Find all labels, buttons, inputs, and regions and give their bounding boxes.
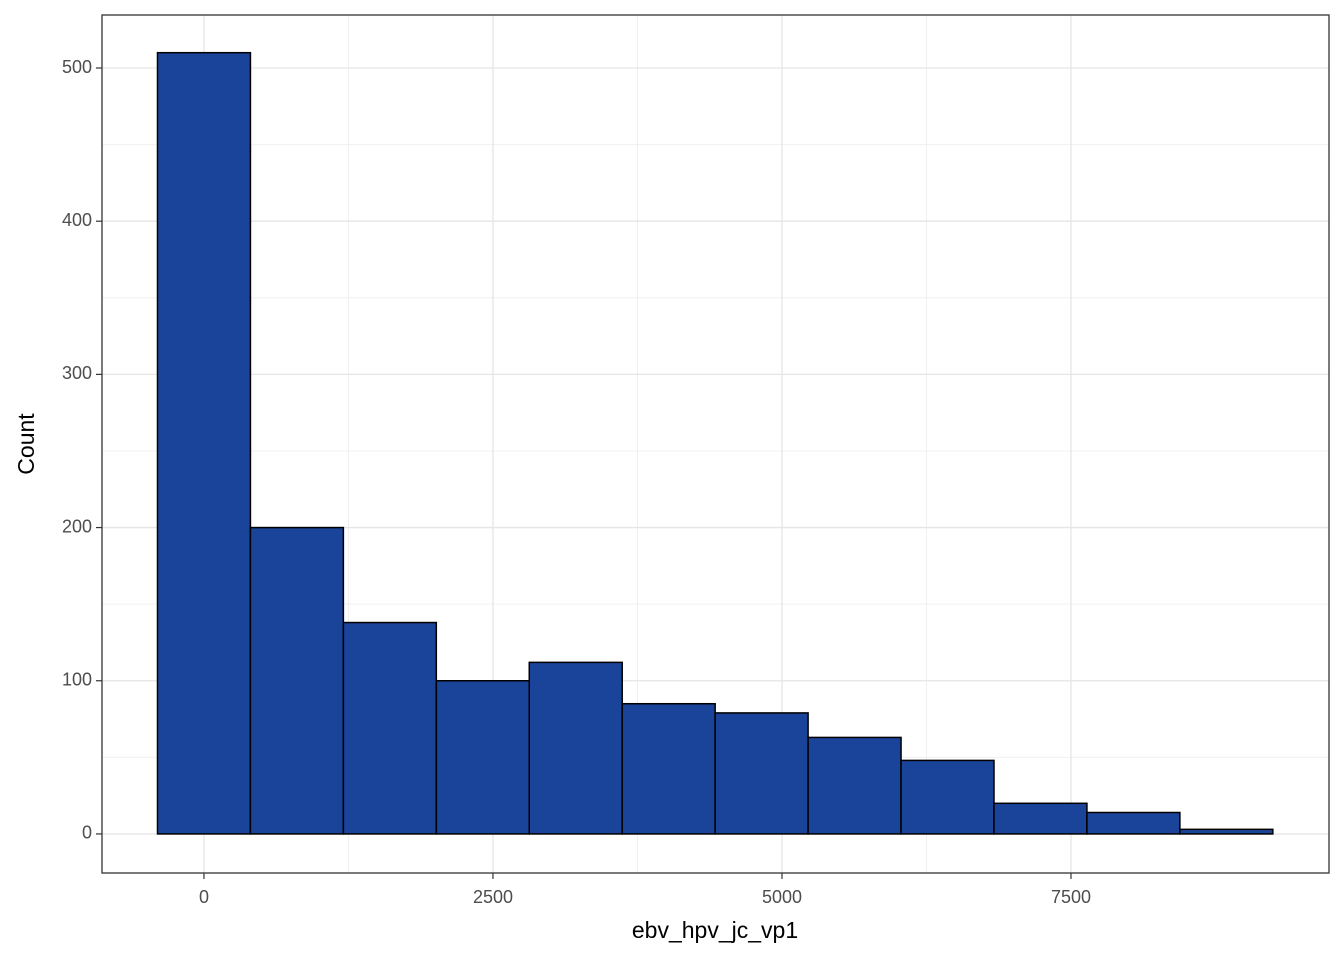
y-tick-label: 400 <box>62 210 92 230</box>
y-tick-label: 500 <box>62 57 92 77</box>
x-tick-label: 2500 <box>473 887 513 907</box>
bar <box>621 702 716 835</box>
bar <box>807 736 902 835</box>
x-axis-title: ebv_hpv_jc_vp1 <box>632 917 798 943</box>
x-tick-label: 5000 <box>762 887 802 907</box>
bar <box>1179 828 1274 835</box>
bar <box>714 712 809 835</box>
bar <box>993 802 1088 835</box>
y-tick-label: 0 <box>82 823 92 843</box>
panel-border <box>101 14 1330 874</box>
bar <box>900 759 995 835</box>
bar <box>528 661 623 835</box>
bar <box>342 621 438 835</box>
y-tick-label: 300 <box>62 363 92 383</box>
x-tick-label: 7500 <box>1051 887 1091 907</box>
bar <box>435 680 531 835</box>
bar <box>1086 811 1181 835</box>
y-tick-label: 200 <box>62 516 92 536</box>
y-axis-title: Count <box>13 413 39 475</box>
bar <box>249 526 345 835</box>
bar <box>156 51 252 835</box>
x-tick-label: 0 <box>199 887 209 907</box>
y-tick-label: 100 <box>62 670 92 690</box>
